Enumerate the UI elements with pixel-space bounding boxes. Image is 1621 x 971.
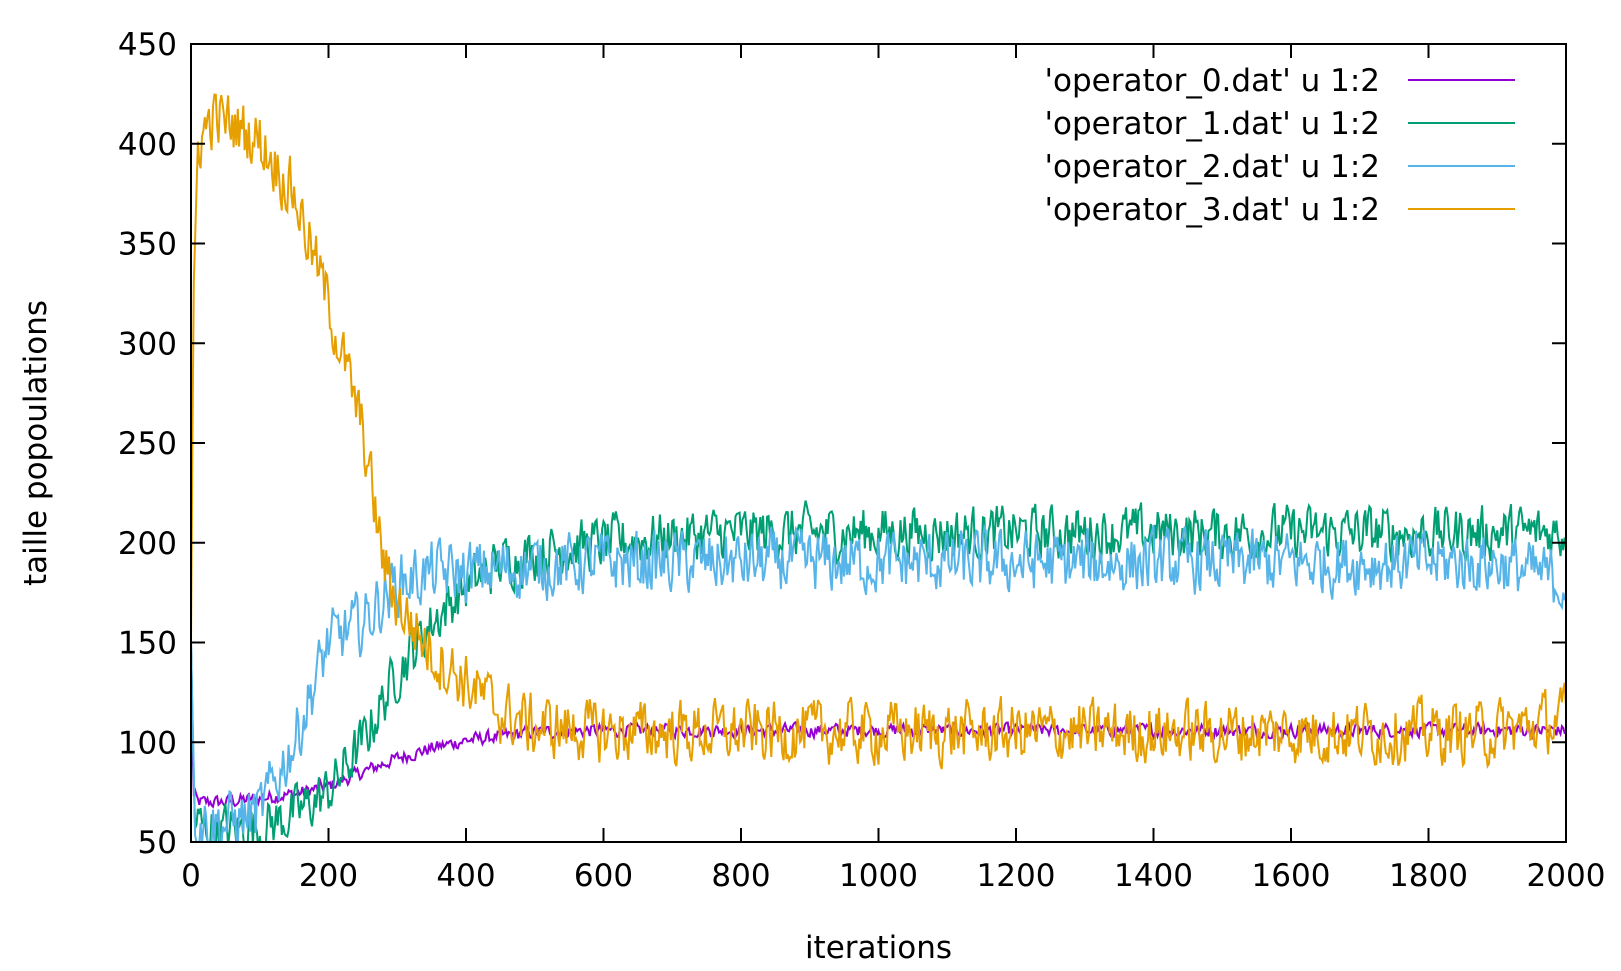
series-line-2: [191, 523, 1566, 842]
x-axis-label: iterations: [805, 930, 952, 966]
y-axis-label: taille popoulations: [18, 300, 54, 586]
x-tick-label: 800: [711, 858, 770, 894]
x-tick-label: 1400: [1114, 858, 1193, 894]
y-tick-label: 150: [118, 626, 177, 662]
y-tick-label: 300: [118, 326, 177, 362]
y-tick-label: 50: [138, 825, 177, 861]
y-tick-label: 200: [118, 526, 177, 562]
y-tick-label: 100: [118, 725, 177, 761]
y-tick-label: 250: [118, 426, 177, 462]
plot-frame: [190, 43, 1567, 843]
series-line-0: [191, 642, 1566, 809]
series-line-3: [191, 93, 1566, 770]
legend: 'operator_0.dat' u 1:2 'operator_1.dat' u…: [1044, 63, 1515, 228]
x-tick-label: 200: [299, 858, 358, 894]
x-tick-label: 1600: [1252, 858, 1331, 894]
legend-label: 'operator_3.dat' u 1:2: [1044, 192, 1380, 228]
y-tick-label: 450: [118, 27, 177, 63]
legend-label: 'operator_1.dat' u 1:2: [1044, 106, 1380, 142]
ticks-layer: 0 200 400 600 800 1000 1200 1400 1600 1800 2000 50 1…: [118, 27, 1606, 894]
x-tick-label: 1000: [839, 858, 918, 894]
x-tick-label: 1200: [977, 858, 1056, 894]
series-layer: [191, 93, 1566, 842]
x-tick-label: 400: [436, 858, 495, 894]
legend-label: 'operator_2.dat' u 1:2: [1044, 149, 1380, 185]
x-tick-label: 0: [181, 858, 201, 894]
y-tick-label: 350: [118, 227, 177, 263]
y-tick-label: 400: [118, 127, 177, 163]
x-tick-label: 600: [574, 858, 633, 894]
x-tick-label: 1800: [1389, 858, 1468, 894]
legend-label: 'operator_0.dat' u 1:2: [1044, 63, 1380, 99]
x-tick-label: 2000: [1527, 858, 1606, 894]
